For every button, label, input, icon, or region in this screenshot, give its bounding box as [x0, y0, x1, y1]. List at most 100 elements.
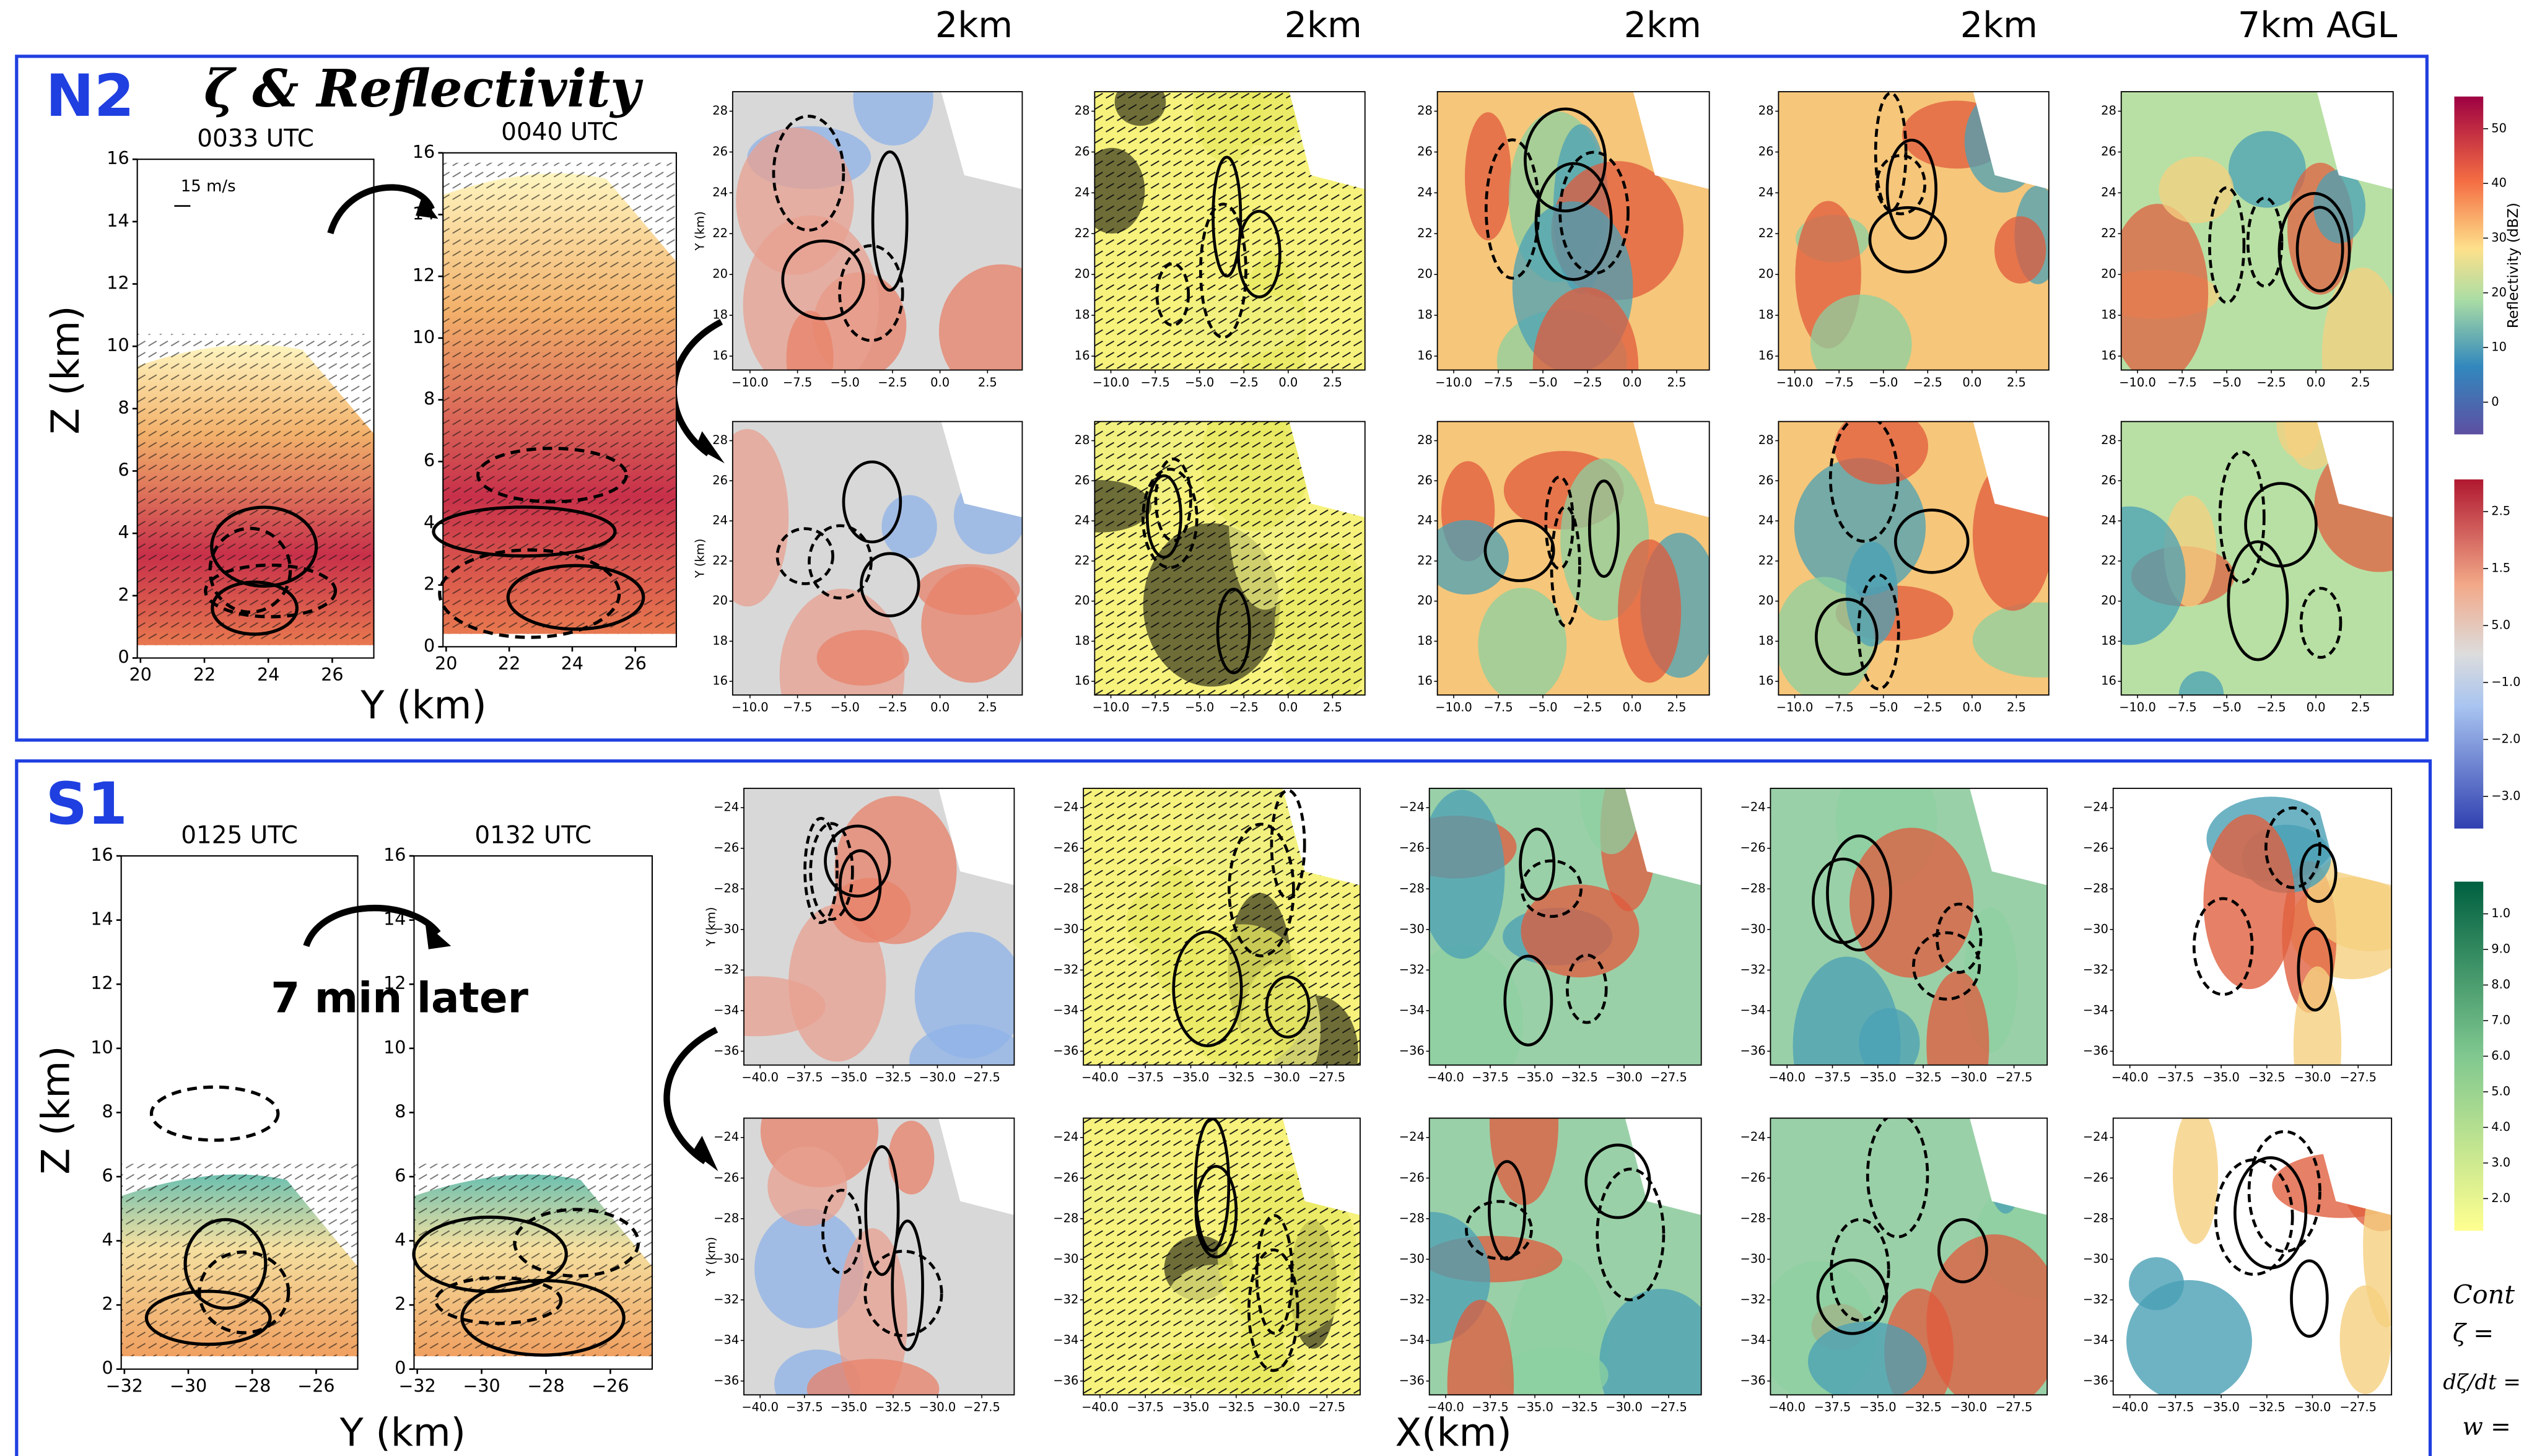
x-tick-label: −40.0: [1081, 1400, 1119, 1415]
y-tick-label: −34: [1053, 1003, 1078, 1017]
y-tick-label: 24: [712, 513, 728, 528]
x-tick-label: −7.5: [1140, 375, 1169, 390]
y-tick-label: 18: [2101, 634, 2116, 648]
x-tick-label: 2.5: [1667, 375, 1687, 390]
colorbar-tick-label: 6.0: [2491, 1048, 2510, 1063]
x-tick-label: 0.0: [1278, 700, 1298, 715]
y-tick-label: 26: [1758, 473, 1774, 487]
panel-field: [733, 51, 1063, 406]
y-tick-label: 16: [2101, 349, 2116, 363]
colorbar-tick-label: 2.5: [2491, 504, 2510, 518]
x-tick-label: −26: [297, 1375, 334, 1396]
panel-time: 0040 UTC: [501, 118, 618, 146]
field-blob: [1973, 603, 2107, 678]
x-tick-label: −37.5: [786, 1400, 823, 1415]
arrow: [666, 1030, 716, 1162]
y-tick-label: 10: [383, 1037, 406, 1058]
page: {"column_headers": ["2km", "2km", "2km",…: [0, 0, 2524, 1456]
panel: 16182022242628−10.0−7.5−5.0−2.50.02.5Y (…: [692, 51, 1063, 406]
x-tick-label: −30.0: [1263, 1400, 1300, 1415]
x-tick-label: 22: [498, 653, 520, 674]
y-tick-label: 10: [107, 334, 129, 355]
x-tick-label: −35.0: [1516, 1400, 1553, 1415]
field-blob: [1618, 539, 1681, 682]
panel: 16182022242628−10.0−7.5−5.0−2.50.02.5: [1758, 408, 2107, 715]
x-tick-label: 0.0: [1623, 375, 1642, 390]
y-tick-label: 8: [102, 1101, 113, 1122]
panel-field: [2092, 92, 2403, 443]
x-tick-label: −32.5: [1561, 1400, 1598, 1415]
y-tick-label: −28: [714, 1211, 739, 1225]
x-tick-label: −7.5: [783, 375, 812, 390]
y-tick-label: −32: [714, 962, 739, 977]
x-tick-label: −2.5: [1229, 700, 1259, 715]
y-tick-label: 26: [1417, 144, 1433, 159]
panel-field: [1758, 1040, 2114, 1415]
colorbar: [2454, 97, 2483, 435]
colorbar-tick-label: 7.0: [2491, 1013, 2510, 1027]
field-blob: [2107, 204, 2208, 383]
x-tick-label: −40.0: [1081, 1070, 1119, 1084]
x-tick-label: −27.5: [1996, 1400, 2033, 1415]
x-tick-label: −2.5: [1229, 375, 1259, 390]
y-tick-label: 20: [1075, 593, 1090, 608]
y-tick-label: 14: [383, 909, 406, 930]
y-tick-label: 10: [413, 326, 435, 347]
panel: −36−34−32−30−28−26−24−40.0−37.5−35.0−32.…: [1053, 1118, 1360, 1444]
y-tick-label: −24: [1399, 800, 1425, 814]
x-tick-label: 26: [321, 664, 343, 685]
x-tick-label: 0.0: [1278, 375, 1298, 390]
x-tick-label: 2.5: [978, 700, 997, 715]
y-tick-label: −32: [1399, 1292, 1425, 1306]
x-tick-label: −35.0: [1516, 1070, 1553, 1084]
panel: 16182022242628−10.0−7.5−5.0−2.50.02.5: [2073, 381, 2445, 718]
y-tick-label: 26: [712, 473, 728, 487]
x-tick-label: −7.5: [1140, 700, 1169, 715]
field-blob: [1478, 588, 1566, 702]
panel-time: 0033 UTC: [197, 125, 314, 153]
y-tick-label: −34: [1740, 1333, 1766, 1347]
panel: 16182022242628−10.0−7.5−5.0−2.50.02.5: [2092, 92, 2403, 443]
y-tick-label: −32: [1053, 962, 1078, 977]
y-tick-label: 28: [1758, 103, 1774, 118]
x-tick-label: −2.5: [2256, 375, 2286, 390]
y-tick-label: 22: [1758, 553, 1774, 567]
field-blob: [2126, 1280, 2252, 1402]
figure: N2 ζ & Reflectivity S1 15 m/s 7 min late…: [0, 0, 2524, 1456]
y-tick-label: 20: [1075, 267, 1090, 281]
y-tick-label: 28: [1075, 433, 1090, 447]
y-tick-label: 12: [413, 264, 435, 286]
x-tick-label: −27.5: [1650, 1070, 1687, 1084]
y-tick-label: 6: [424, 450, 435, 471]
y-tick-label: 24: [2101, 185, 2116, 199]
field-blob: [1808, 1322, 1927, 1402]
x-tick-label: −40.0: [1768, 1400, 1806, 1415]
y-tick-label: 16: [1417, 674, 1433, 688]
y-tick-label: −32: [1740, 962, 1766, 977]
x-tick-label: −10.0: [1435, 700, 1472, 715]
y-tick-label: 20: [1758, 267, 1774, 281]
x-tick-label: −2.5: [1913, 700, 1942, 715]
x-tick-label: −27.5: [1650, 1400, 1687, 1415]
x-tick-label: −5.0: [1869, 700, 1898, 715]
y-tick-label: −30: [1399, 922, 1425, 936]
field-blob: [881, 495, 937, 558]
x-tick-label: 2.5: [1323, 700, 1342, 715]
y-tick-label: −26: [1740, 840, 1766, 855]
y-tick-label: −26: [714, 840, 739, 855]
y-tick-label: 2: [118, 584, 129, 605]
y-tick-label: 14: [413, 203, 435, 224]
vector-scale: 15 m/s: [181, 177, 236, 196]
y-tick-label: 20: [2101, 593, 2116, 608]
panel-field: [1083, 770, 1360, 1109]
y-tick-label: −24: [714, 1130, 739, 1144]
y-tick-label: −32: [714, 1292, 739, 1306]
y-tick-label: 14: [90, 909, 113, 930]
y-tick-label: 8: [395, 1101, 406, 1122]
panel-field: [744, 1075, 1014, 1419]
y-tick-label: −28: [1740, 881, 1766, 896]
contour: [2235, 1157, 2305, 1268]
y-tick-label: −36: [714, 1373, 739, 1387]
panel: −36−34−32−30−28−26−24−40.0−37.5−35.0−32.…: [2083, 1063, 2428, 1415]
y-tick-label: 22: [1075, 553, 1090, 567]
